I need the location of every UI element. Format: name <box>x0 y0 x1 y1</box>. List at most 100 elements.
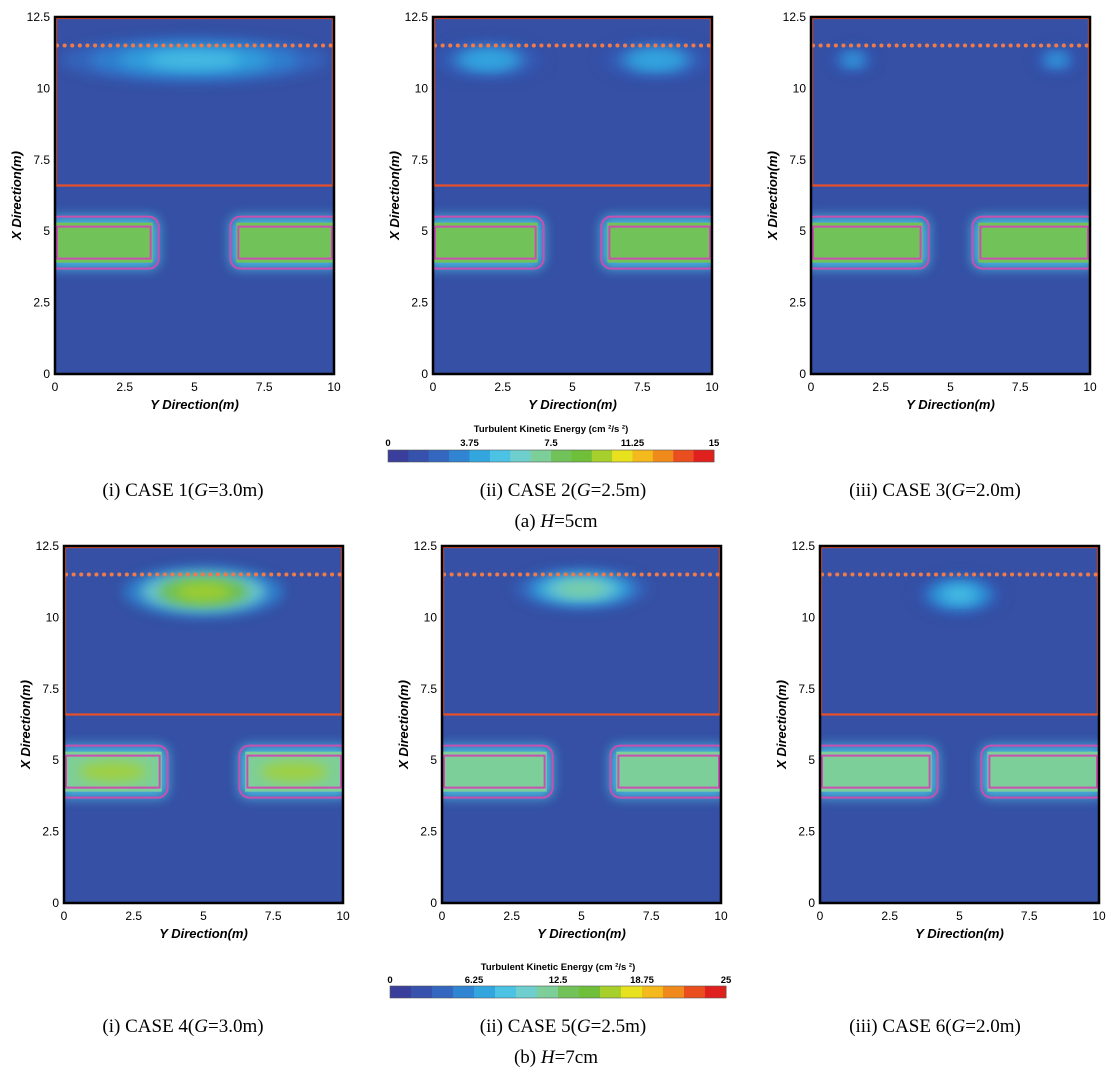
y-tick-label: 10 <box>37 81 51 95</box>
block-2-fill <box>978 222 1090 263</box>
block-1-inner-outline <box>434 225 537 260</box>
hotspot-0-level-3 <box>175 583 232 601</box>
colorbar-swatch <box>411 986 433 998</box>
block-1-inner-outline <box>812 225 922 260</box>
tke-contours <box>442 568 721 799</box>
y-tick-label: 12.5 <box>27 10 51 24</box>
block-2-inner-outline <box>988 754 1099 789</box>
y-tick-label: 12.5 <box>36 539 60 553</box>
y-tick-label: 5 <box>52 753 59 767</box>
group-caption: (a) H=5cm <box>514 511 597 532</box>
y-tick-label: 5 <box>43 224 50 238</box>
block-1-inner-outline <box>443 754 546 789</box>
case-label: CASE 3( <box>882 480 951 501</box>
colorbar-tick-label: 7.5 <box>544 438 558 449</box>
x-tick-label: 7.5 <box>634 380 651 394</box>
colorbar-swatch <box>551 450 572 462</box>
x-tick-label: 5 <box>956 909 963 923</box>
colorbar-swatch <box>591 450 613 462</box>
panel-case-2: 0 2.5 5 7.5 10 0 2.5 5 7.5 10 12.5 Y Direction(m) X … <box>387 10 719 412</box>
y-tick-label: 10 <box>415 81 429 95</box>
colorbar-swatch <box>642 986 664 998</box>
panel-number: (iii) <box>849 1016 882 1037</box>
colorbar-swatch <box>571 450 593 462</box>
colorbar-frame <box>389 985 727 999</box>
wave-height-symbol: H <box>539 511 555 532</box>
panel-number: (ii) <box>480 480 508 501</box>
y-tick-label: 2.5 <box>789 296 806 310</box>
colorbar-tick-label: 6.25 <box>465 975 484 986</box>
colorbar-tick-label: 0 <box>385 438 390 449</box>
colorbar-swatch <box>632 450 654 462</box>
colorbar-tick-label: 12.5 <box>549 975 568 986</box>
colorbars: Turbulent Kinetic Energy (cm ²/s ²) 0 3.75… <box>385 424 732 999</box>
colorbar-swatch <box>408 450 430 462</box>
x-tick-label: 7.5 <box>1012 380 1029 394</box>
block-1-core <box>78 761 148 782</box>
y-tick-label: 2.5 <box>411 296 428 310</box>
block-1-fill <box>433 222 538 263</box>
y-axis-label: X Direction(m) <box>765 151 780 241</box>
colorbar-swatch <box>530 450 552 462</box>
colorbar-swatch <box>663 986 685 998</box>
panel-number: (ii) <box>480 1016 508 1037</box>
gap-value: =2.0m) <box>965 480 1021 501</box>
block-1-outer-outline <box>442 744 554 799</box>
tke-contours <box>811 46 1090 270</box>
block-1-inner-outline <box>65 754 161 789</box>
colorbar-swatch <box>516 986 538 998</box>
colorbar-swatch <box>510 450 532 462</box>
panel-case-3: 0 2.5 5 7.5 10 0 2.5 5 7.5 10 12.5 Y Direction(m) X … <box>765 10 1097 412</box>
hotspot-0-level-3 <box>558 581 605 596</box>
x-tick-label: 2.5 <box>872 380 889 394</box>
colorbar-swatch <box>489 450 511 462</box>
colorbar-swatch <box>453 986 475 998</box>
x-tick-label: 5 <box>578 909 585 923</box>
x-tick-label: 0 <box>430 380 437 394</box>
y-tick-label: 0 <box>421 367 428 381</box>
colorbar-swatch <box>652 450 674 462</box>
y-tick-label: 0 <box>799 367 806 381</box>
colorbar-b: Turbulent Kinetic Energy (cm ²/s ²) 0 6.25… <box>387 962 732 999</box>
y-axis-label: X Direction(m) <box>18 680 33 770</box>
x-tick-label: 7.5 <box>1021 909 1038 923</box>
x-tick-label: 10 <box>1083 380 1097 394</box>
block-2-inner-outline <box>237 225 334 260</box>
block-2-outer-outline <box>600 215 712 270</box>
block-2-inner-outline <box>979 225 1090 260</box>
colorbar-swatch <box>693 450 715 462</box>
colorbar-tick-label: 0 <box>387 975 392 986</box>
x-tick-label: 5 <box>569 380 576 394</box>
colorbar-tick-label: 11.25 <box>621 438 645 449</box>
group-letter: (b) <box>514 1047 541 1068</box>
colorbar-swatch <box>579 986 601 998</box>
block-1-inner-outline <box>56 225 152 260</box>
block-2-inner-outline <box>246 754 343 789</box>
y-tick-label: 5 <box>421 224 428 238</box>
gap-value: =2.0m) <box>965 1016 1021 1037</box>
block-1-fill <box>820 751 932 792</box>
y-tick-label: 10 <box>46 610 60 624</box>
panel-caption: (i) CASE 1(G=3.0m) <box>102 480 263 501</box>
hotspot-1-level-3 <box>636 52 677 67</box>
block-2-outer-outline <box>971 215 1090 270</box>
y-tick-label: 5 <box>430 753 437 767</box>
x-tick-label: 0 <box>808 380 815 394</box>
block-2-core <box>259 761 329 782</box>
gap-value: =3.0m) <box>208 1016 264 1037</box>
block-1-fill <box>55 222 153 263</box>
y-tick-label: 7.5 <box>420 682 437 696</box>
colorbar-swatch <box>612 450 633 462</box>
block-1-fill <box>811 222 923 263</box>
x-tick-label: 0 <box>817 909 824 923</box>
x-tick-label: 0 <box>439 909 446 923</box>
case-label: CASE 6( <box>882 1016 951 1037</box>
block-2-fill <box>607 222 712 263</box>
tke-contours <box>820 573 1099 799</box>
panel-number: (i) <box>102 1016 125 1037</box>
block-2-outer-outline <box>980 744 1099 799</box>
wave-height-value: =7cm <box>555 1047 599 1068</box>
x-axis-label: Y Direction(m) <box>915 926 1004 941</box>
y-tick-label: 12.5 <box>783 10 807 24</box>
block-1-inner-outline <box>821 754 931 789</box>
